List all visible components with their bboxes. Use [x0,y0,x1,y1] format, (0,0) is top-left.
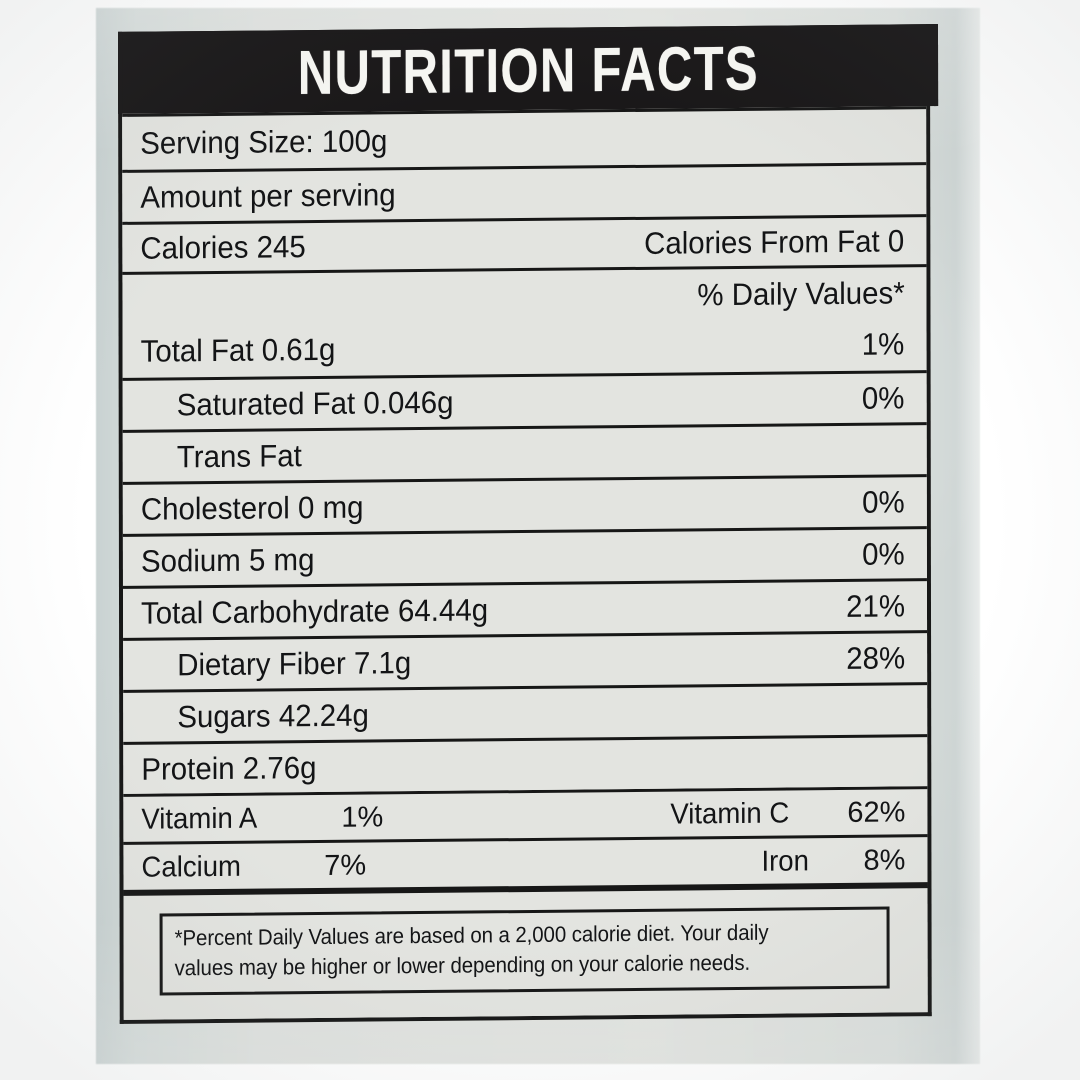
calories-label: Calories 245 [140,228,306,266]
micronutrient-value: 7% [324,849,367,882]
micronutrient-cell-right: Iron 8% [523,843,906,880]
nutrient-row: Total Fat 0.61g 1% [122,318,927,378]
nutrient-name: Trans Fat [176,437,302,474]
nutrient-rows-group: Total Fat 0.61g 1% Saturated Fat 0.046g 0% T… [122,318,928,794]
nutrient-row: Sodium 5 mg 0% [122,526,927,586]
calories-from-fat-label: Calories From Fat 0 [644,222,905,261]
nutrient-row: Sugars 42.24g [123,682,928,742]
daily-values-header-row: % Daily Values* [122,264,927,326]
micronutrient-name: Vitamin A [141,802,258,836]
micronutrient-value: 1% [341,800,384,834]
serving-size-label: Serving Size: 100g [140,122,388,161]
micronutrient-name: Iron [761,844,810,878]
footnote-section: *Percent Daily Values are based on a 2,0… [123,882,928,1020]
micronutrient-rows-group: Vitamin A 1% Vitamin C 62% Calcium 7% Iron 8% [123,786,928,890]
nutrient-row: Cholesterol 0 mg 0% [122,474,927,534]
micronutrient-name: Calcium [141,850,242,884]
nutrition-facts-label: NUTRITION FACTS Serving Size: 100g Amoun… [118,24,939,1032]
nutrient-daily-value: 0% [862,379,905,416]
amount-per-serving-row: Amount per serving [122,162,927,222]
micronutrient-row: Calcium 7% Iron 8% [123,834,928,890]
micronutrient-cell-left: Calcium 7% [141,848,523,884]
micronutrient-value: 62% [847,795,906,829]
nutrient-name: Protein 2.76g [141,749,317,787]
micronutrient-cell-left: Vitamin A 1% [141,800,523,836]
nutrient-name: Total Fat 0.61g [140,331,336,369]
micronutrient-row: Vitamin A 1% Vitamin C 62% [123,786,928,842]
nutrient-row: Saturated Fat 0.046g 0% [122,370,927,430]
nutrient-daily-value: 0% [862,535,905,572]
footnote-box: *Percent Daily Values are based on a 2,0… [159,906,890,996]
nutrient-daily-value: 21% [846,587,906,624]
nutrient-name: Dietary Fiber 7.1g [177,644,412,682]
micronutrient-value: 8% [863,843,906,877]
calories-row: Calories 245 Calories From Fat 0 [122,214,927,272]
nutrient-daily-value: 28% [846,639,906,676]
footnote-text: *Percent Daily Values are based on a 2,0… [174,919,769,981]
serving-size-row: Serving Size: 100g [122,106,927,170]
nutrition-facts-table: NUTRITION FACTS Serving Size: 100g Amoun… [118,24,939,1024]
nutrient-name: Sodium 5 mg [140,541,315,579]
nutrient-name: Sugars 42.24g [177,697,369,734]
daily-values-header-label: % Daily Values* [697,274,905,312]
nutrient-name: Saturated Fat 0.046g [176,384,454,422]
nutrient-daily-value: 1% [861,326,905,362]
micronutrient-cell-right: Vitamin C 62% [523,796,905,832]
nutrient-name: Total Carbohydrate 64.44g [141,591,489,631]
nutrient-row: Trans Fat [122,422,927,482]
nutrient-row: Total Carbohydrate 64.44g 21% [122,578,928,638]
page-title: NUTRITION FACTS [297,33,759,108]
micronutrient-name: Vitamin C [670,796,790,831]
nutrient-row: Dietary Fiber 7.1g 28% [123,630,928,690]
nutrient-row: Protein 2.76g [123,734,928,794]
label-header-band: NUTRITION FACTS [118,24,939,114]
amount-per-serving-label: Amount per serving [140,176,396,215]
nutrient-name: Cholesterol 0 mg [140,489,364,527]
nutrient-daily-value: 0% [862,483,905,520]
